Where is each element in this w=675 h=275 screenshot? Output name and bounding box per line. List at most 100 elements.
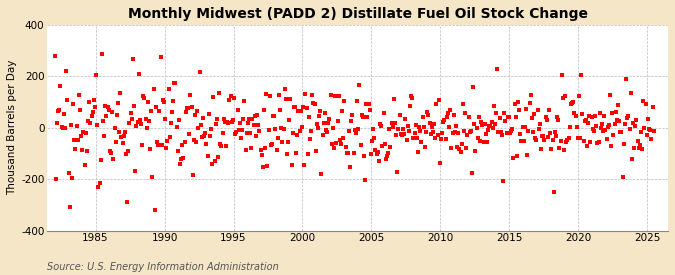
Point — [107, 110, 117, 115]
Point — [109, 126, 120, 131]
Point — [586, 114, 597, 119]
Point — [618, 142, 629, 147]
Point — [364, 108, 375, 112]
Point — [507, 126, 518, 131]
Point — [195, 122, 206, 127]
Point — [84, 100, 95, 104]
Point — [137, 143, 148, 148]
Point — [238, 117, 248, 121]
Point — [560, 94, 570, 98]
Point — [396, 132, 406, 137]
Point — [227, 118, 238, 122]
Point — [525, 93, 536, 97]
Point — [599, 114, 610, 119]
Point — [603, 123, 614, 128]
Point — [123, 149, 134, 153]
Point — [363, 101, 374, 106]
Point — [156, 143, 167, 147]
Point — [362, 115, 373, 119]
Point — [217, 130, 228, 135]
Point — [454, 147, 465, 152]
Point — [553, 118, 564, 122]
Point — [138, 94, 148, 98]
Point — [313, 126, 323, 131]
Point — [129, 103, 140, 108]
Point — [470, 149, 481, 153]
Point — [423, 112, 434, 117]
Point — [234, 121, 245, 125]
Point — [479, 122, 490, 126]
Point — [141, 126, 152, 130]
Point — [95, 180, 105, 185]
Point — [184, 131, 194, 136]
Point — [486, 120, 497, 124]
Point — [180, 109, 191, 114]
Point — [622, 116, 632, 120]
Point — [54, 108, 65, 112]
Point — [327, 141, 338, 146]
Point — [231, 129, 242, 134]
Point — [450, 124, 461, 128]
Point — [111, 113, 122, 117]
Point — [292, 133, 302, 137]
Point — [591, 123, 601, 128]
Point — [119, 130, 130, 135]
Point — [267, 142, 277, 147]
Point — [236, 135, 246, 140]
Point — [339, 98, 350, 103]
Point — [163, 87, 174, 91]
Point — [333, 94, 344, 98]
Point — [623, 114, 634, 119]
Point — [379, 142, 390, 146]
Point — [632, 139, 643, 143]
Point — [194, 70, 205, 74]
Point — [306, 129, 317, 133]
Point — [417, 115, 428, 119]
Point — [448, 113, 459, 117]
Point — [531, 138, 542, 143]
Point — [478, 139, 489, 144]
Point — [344, 129, 354, 133]
Point — [261, 92, 271, 97]
Point — [285, 96, 296, 101]
Point — [644, 127, 655, 131]
Point — [376, 124, 387, 128]
Point — [432, 132, 443, 137]
Point — [62, 97, 73, 102]
Point — [610, 122, 620, 126]
Point — [393, 127, 404, 131]
Point — [617, 175, 628, 180]
Point — [124, 121, 135, 125]
Point — [252, 113, 263, 117]
Point — [412, 150, 423, 154]
Point — [279, 87, 290, 91]
Point — [255, 148, 266, 152]
Point — [561, 140, 572, 144]
Point — [584, 113, 595, 118]
Point — [487, 125, 498, 130]
Point — [556, 73, 567, 77]
Point — [517, 125, 528, 129]
Point — [547, 138, 558, 142]
Point — [631, 117, 642, 122]
Point — [281, 152, 292, 156]
Point — [298, 104, 308, 109]
Point — [551, 115, 562, 119]
Point — [276, 125, 287, 130]
Point — [296, 125, 307, 129]
Point — [51, 121, 62, 126]
Point — [222, 120, 233, 124]
Point — [505, 131, 516, 136]
Point — [71, 123, 82, 128]
Point — [481, 140, 492, 144]
Point — [404, 104, 415, 108]
Point — [431, 101, 442, 106]
Point — [223, 121, 234, 125]
Point — [424, 121, 435, 125]
Point — [278, 127, 289, 131]
Point — [196, 134, 207, 139]
Point — [317, 133, 328, 137]
Point — [373, 159, 384, 163]
Point — [283, 140, 294, 145]
Point — [648, 129, 659, 133]
